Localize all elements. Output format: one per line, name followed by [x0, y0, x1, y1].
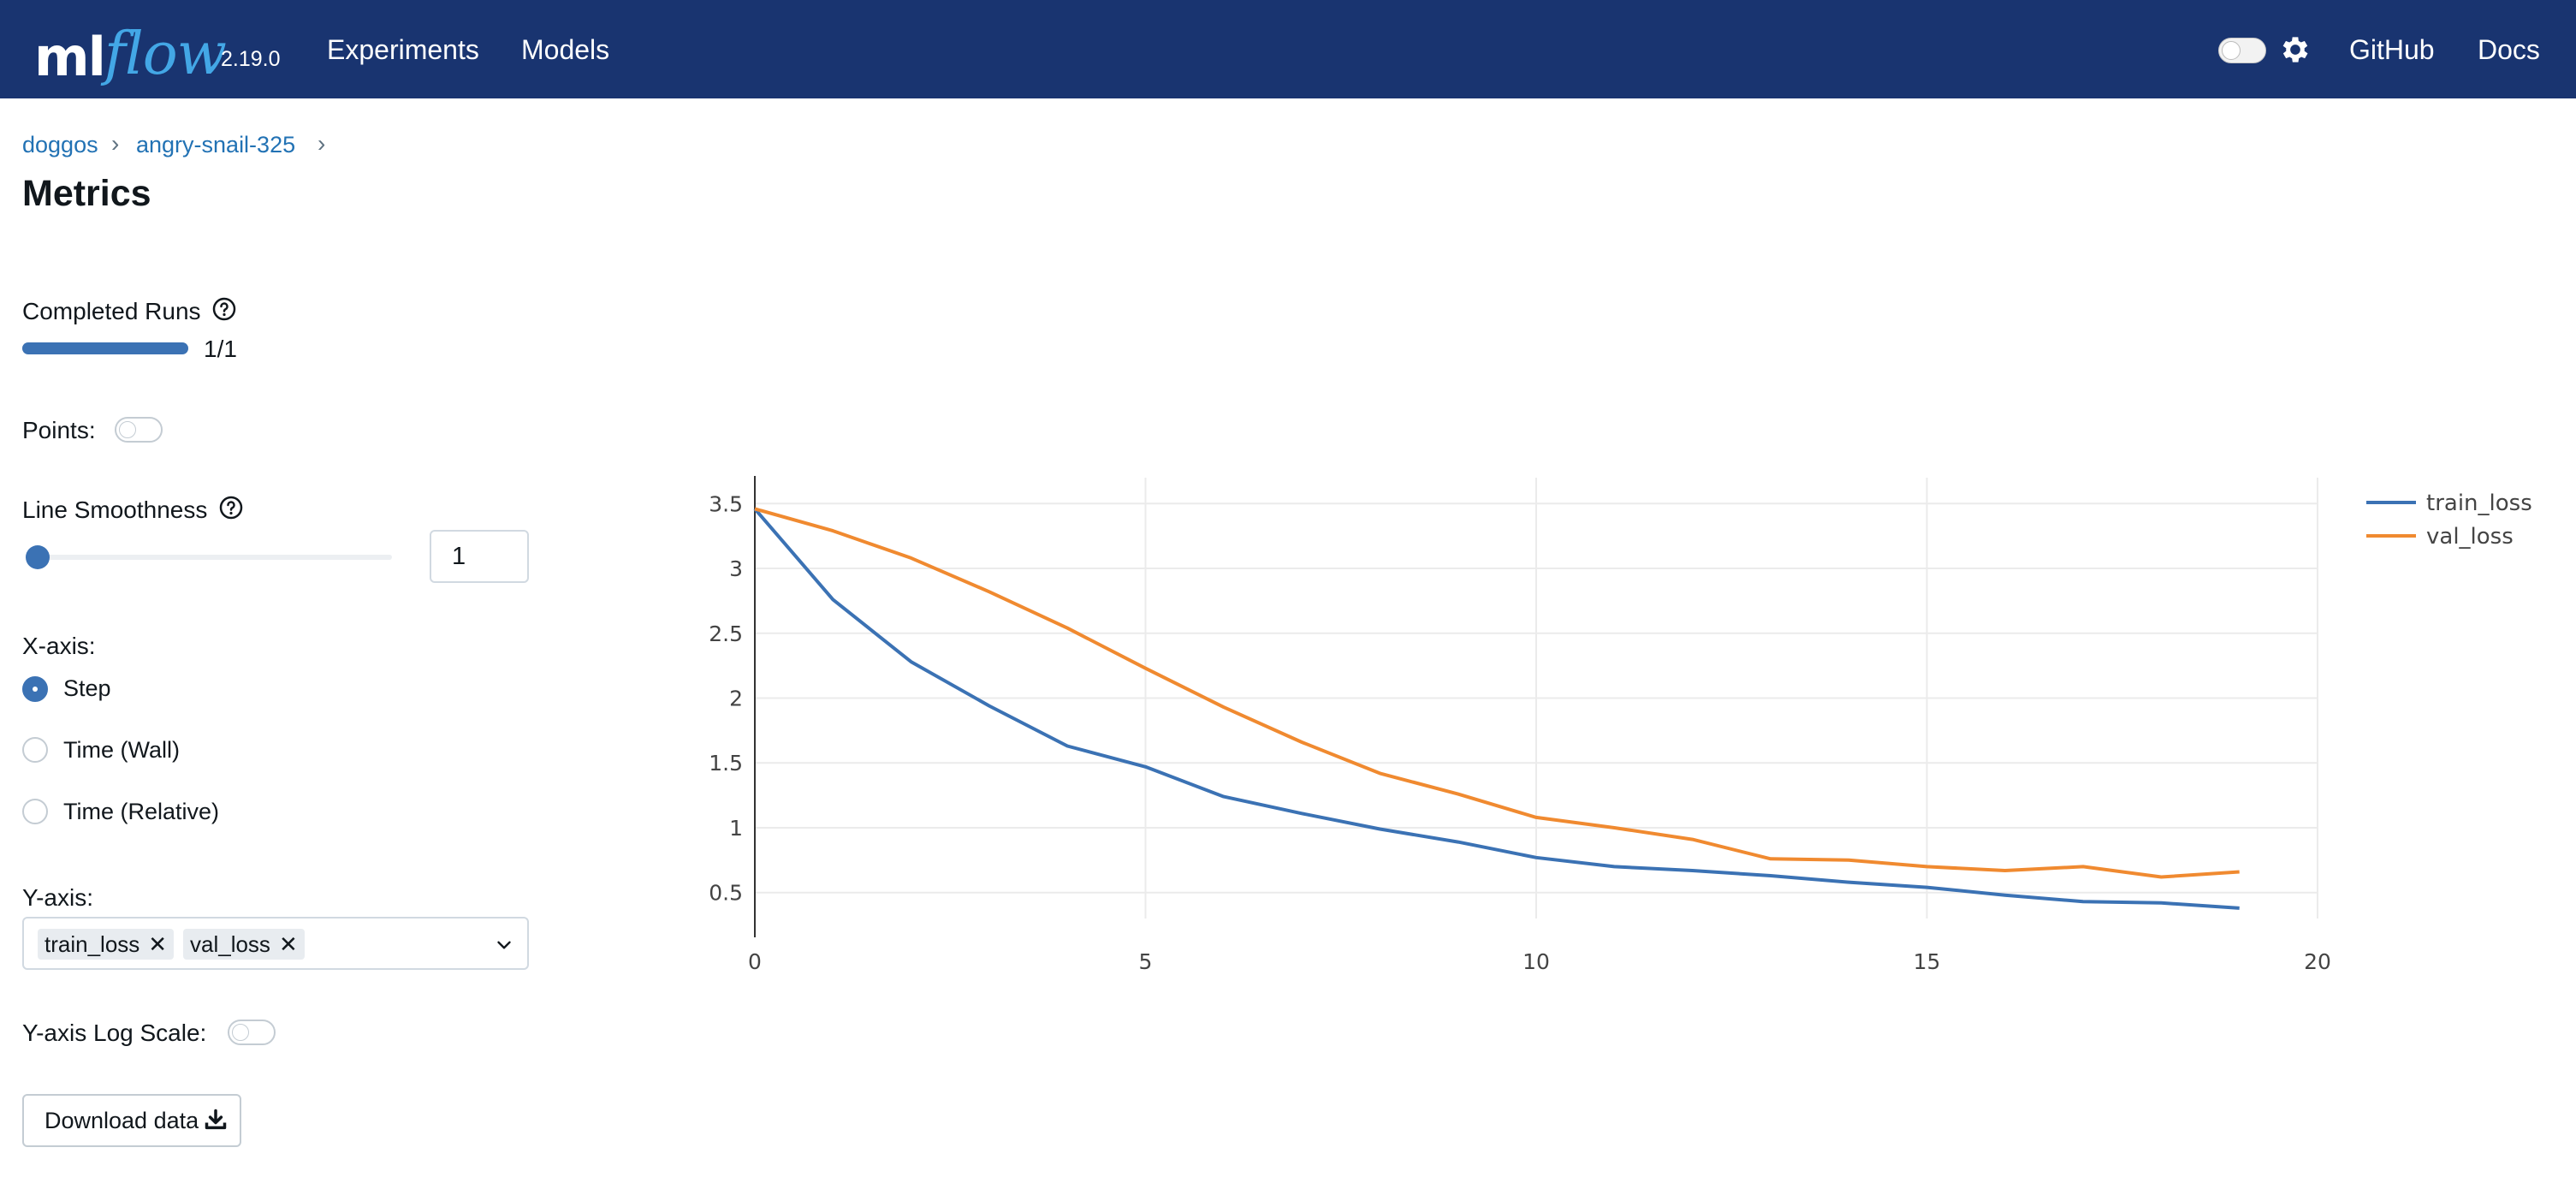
nav-github[interactable]: GitHub — [2349, 34, 2435, 65]
x-tick-label: 10 — [1522, 949, 1550, 974]
x-axis-step-radio[interactable] — [22, 676, 48, 702]
breadcrumb-separator-icon: › — [318, 130, 326, 157]
y-tick-label: 3 — [729, 556, 743, 581]
nav-experiments[interactable]: Experiments — [327, 34, 479, 65]
y-axis-label: Y-axis: — [22, 884, 94, 911]
y-tick-label: 1 — [729, 816, 743, 841]
help-icon[interactable] — [219, 496, 243, 520]
legend-label-val-loss[interactable]: val_loss — [2426, 524, 2514, 550]
x-tick-label: 0 — [748, 949, 762, 974]
download-data-label: Download data — [45, 1108, 199, 1133]
y-tick-label: 2 — [729, 687, 743, 711]
series-line-train-loss[interactable] — [753, 508, 2240, 910]
download-data-button[interactable]: Download data — [22, 1094, 241, 1147]
dark-mode-toggle[interactable] — [2218, 38, 2266, 63]
smoothness-slider-track[interactable] — [38, 555, 392, 560]
points-toggle[interactable] — [115, 417, 163, 443]
x-tick-label: 20 — [2304, 949, 2331, 974]
remove-tag-icon[interactable]: ✕ — [278, 931, 298, 957]
breadcrumb-run[interactable]: angry-snail-325 — [136, 132, 296, 158]
y-tick-label: 1.5 — [709, 751, 743, 776]
completed-runs-count: 1/1 — [204, 336, 237, 362]
chevron-down-icon[interactable] — [493, 934, 515, 956]
metric-tag-label: train_loss — [45, 931, 140, 957]
log-scale-toggle[interactable] — [228, 1020, 276, 1045]
points-label: Points: — [22, 417, 96, 443]
smoothness-input[interactable]: 1 — [430, 530, 529, 583]
page-title: Metrics — [22, 173, 151, 214]
progress-fill — [22, 342, 188, 354]
x-axis-time-relative-label[interactable]: Time (Relative) — [63, 799, 220, 824]
y-axis-log-scale-label: Y-axis Log Scale: — [22, 1020, 207, 1046]
legend-label-train-loss[interactable]: train_loss — [2426, 490, 2532, 516]
metric-tag-val-loss: val_loss ✕ — [183, 929, 305, 960]
completed-runs-progress — [22, 342, 188, 354]
help-icon[interactable] — [212, 297, 236, 321]
y-tick-label: 2.5 — [709, 621, 743, 646]
breadcrumb-separator-icon: › — [111, 130, 120, 157]
x-axis-time-wall-radio[interactable] — [22, 737, 48, 763]
x-axis-time-wall-label[interactable]: Time (Wall) — [63, 737, 180, 763]
metrics-line-chart[interactable]: 0.5 1 1.5 2 2.5 3 3.5 0 5 10 15 20 train_loss val_los… — [582, 462, 2550, 993]
download-icon — [205, 1109, 227, 1130]
gear-icon[interactable] — [2278, 33, 2312, 67]
remove-tag-icon[interactable]: ✕ — [148, 931, 168, 957]
breadcrumb-experiment[interactable]: doggos — [22, 132, 98, 158]
x-axis-time-relative-radio[interactable] — [22, 799, 48, 824]
logo-flow-text: flow — [104, 21, 227, 88]
smoothness-slider-handle[interactable] — [26, 545, 50, 569]
y-tick-label: 3.5 — [709, 491, 743, 516]
y-axis-metric-select[interactable]: train_loss ✕ val_loss ✕ — [22, 917, 529, 970]
y-tick-label: 0.5 — [709, 881, 743, 906]
x-axis-step-label[interactable]: Step — [63, 675, 111, 701]
top-nav-bar: ml flow 2.19.0 Experiments Models GitHub … — [0, 0, 2576, 98]
series-line-val-loss[interactable] — [754, 507, 2240, 879]
logo-ml-text: ml — [34, 26, 106, 88]
toggle-knob — [2222, 41, 2241, 60]
x-tick-label: 15 — [1914, 949, 1941, 974]
line-smoothness-label: Line Smoothness — [22, 496, 208, 523]
nav-docs[interactable]: Docs — [2478, 34, 2540, 65]
mlflow-logo[interactable]: ml flow — [34, 7, 227, 88]
completed-runs-label: Completed Runs — [22, 298, 201, 324]
version-label: 2.19.0 — [221, 47, 281, 71]
nav-models[interactable]: Models — [521, 34, 610, 65]
toggle-knob — [119, 421, 136, 438]
x-axis-label: X-axis: — [22, 633, 96, 659]
metric-tag-train-loss: train_loss ✕ — [38, 929, 175, 960]
metric-tag-label: val_loss — [190, 931, 270, 957]
x-tick-label: 5 — [1139, 949, 1153, 974]
toggle-knob — [232, 1024, 249, 1041]
